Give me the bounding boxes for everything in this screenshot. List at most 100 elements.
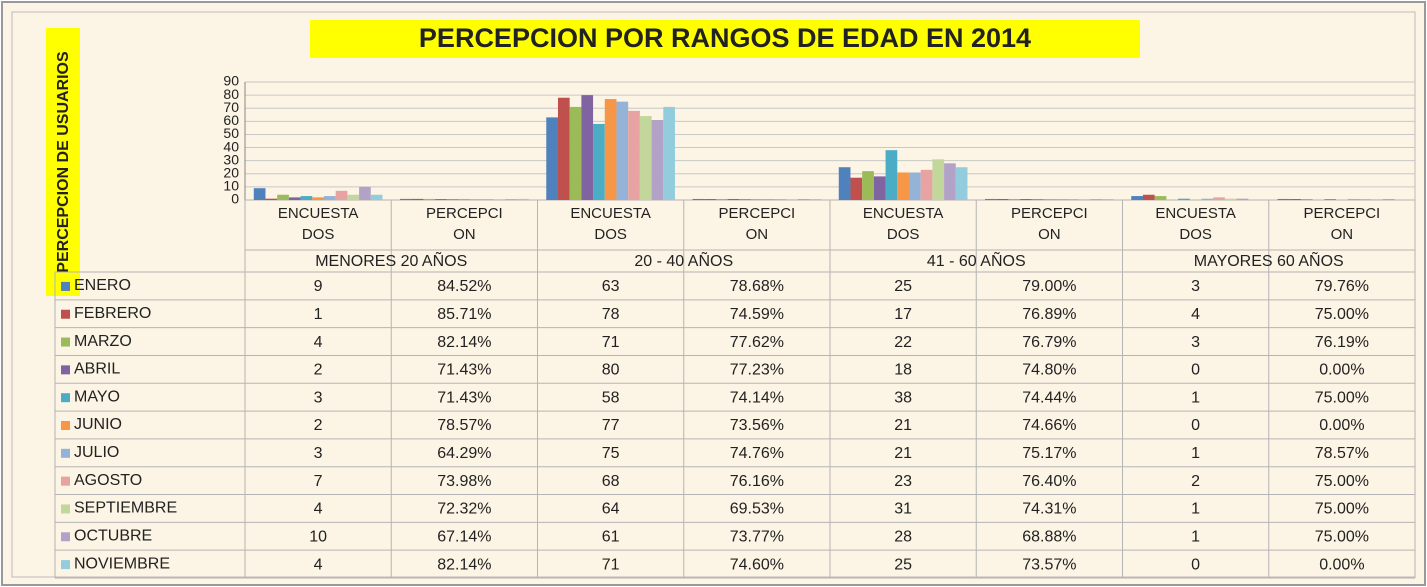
table-cell: 3 [314, 389, 323, 406]
table-cell: 84.52% [437, 278, 491, 295]
bar [955, 167, 968, 200]
table-cell: 22 [894, 334, 912, 351]
table-cell: 31 [894, 501, 912, 518]
y-tick-label: 70 [223, 99, 239, 115]
legend-label: MAYO [74, 388, 120, 405]
bar [797, 199, 810, 200]
table-cell: 7 [314, 473, 323, 490]
bar [359, 186, 371, 200]
bar [809, 199, 822, 200]
table-cell: 75.00% [1315, 389, 1369, 406]
bar [762, 199, 775, 200]
bar [300, 196, 313, 200]
chart-title: PERCEPCION POR RANGOS DE EDAD EN 2014 [419, 23, 1031, 53]
bar [481, 199, 494, 200]
table-cell: 0 [1191, 417, 1200, 434]
legend-label: ABRIL [74, 361, 120, 378]
legend-label: AGOSTO [74, 472, 142, 489]
table-cell: 75.00% [1315, 528, 1369, 545]
bar [569, 106, 582, 200]
table-cell: 71 [602, 556, 620, 573]
bar [862, 171, 874, 200]
y-tick-label: 0 [231, 191, 239, 207]
table-cell: 4 [314, 556, 323, 573]
bar [1078, 199, 1091, 200]
legend-swatch [61, 365, 70, 375]
table-cell: 21 [894, 445, 912, 462]
title-box [310, 20, 1140, 58]
table-cell: 77.23% [730, 362, 784, 379]
legend-label: OCTUBRE [74, 527, 152, 544]
bar [1031, 199, 1044, 200]
table-cell: 61 [602, 528, 620, 545]
x-tick-label-box: PERCEPCION [1011, 205, 1088, 243]
bar [1102, 199, 1114, 200]
bar [639, 116, 652, 200]
bar [581, 95, 594, 200]
y-axis-label: PERCEPCION DE USUARIOS [55, 51, 72, 273]
group-label: 20 - 40 AÑOS [634, 250, 733, 270]
legend-swatch [61, 448, 70, 458]
legend-swatch [61, 476, 70, 486]
legend-label: FEBRERO [74, 305, 151, 322]
bar [628, 110, 640, 200]
legend-swatch [61, 532, 70, 542]
legend-label: NOVIEMBRE [74, 555, 170, 572]
bar [932, 159, 945, 200]
bar [850, 177, 863, 200]
table-cell: 79.00% [1022, 278, 1076, 295]
table-cell: 69.53% [730, 501, 784, 518]
table-cell: 73.56% [730, 417, 784, 434]
table-cell: 58 [602, 389, 620, 406]
x-tick-label-box: ENCUESTADOS [570, 205, 651, 243]
bar [557, 97, 570, 200]
legend-label: SEPTIEMBRE [74, 500, 177, 517]
bar [663, 106, 675, 200]
table-cell: 1 [1191, 445, 1200, 462]
table-cell: 0 [1191, 362, 1200, 379]
table-cell: 18 [894, 362, 912, 379]
y-tick-label: 10 [223, 178, 239, 194]
bar [435, 199, 447, 200]
table-cell: 73.57% [1022, 556, 1076, 573]
x-tick-label: PERCEPCION [426, 205, 503, 243]
bar [786, 199, 798, 200]
x-tick-label-box: PERCEPCION [426, 205, 503, 243]
table-cell: 75.00% [1315, 501, 1369, 518]
bar [323, 196, 336, 200]
group-label: MENORES 20 AÑOS [315, 250, 467, 270]
legend-swatch [61, 337, 70, 347]
y-tick-label: 20 [223, 164, 239, 180]
x-tick-label-box: PERCEPCION [1304, 205, 1381, 243]
table-cell: 25 [894, 278, 912, 295]
bar [920, 169, 933, 200]
table-cell: 2 [314, 362, 323, 379]
table-cell: 74.59% [730, 306, 784, 323]
legend-label: MARZO [74, 333, 132, 350]
table-cell: 68.88% [1022, 528, 1076, 545]
group-label: 41 - 60 AÑOS [927, 250, 1026, 270]
group-label: MAYORES 60 AÑOS [1194, 250, 1344, 270]
bar [692, 198, 705, 200]
table-cell: 74.80% [1022, 362, 1076, 379]
bar [1224, 198, 1237, 200]
x-tick-label-box: ENCUESTADOS [278, 205, 359, 243]
table-cell: 64.29% [437, 445, 491, 462]
table-cell: 76.16% [730, 473, 784, 490]
table-cell: 3 [1191, 334, 1200, 351]
bar [265, 198, 278, 200]
legend-swatch [61, 421, 70, 430]
table-cell: 4 [314, 501, 323, 518]
table-cell: 79.76% [1315, 278, 1369, 295]
bar [885, 150, 898, 200]
table-cell: 1 [1191, 501, 1200, 518]
bar [458, 198, 471, 200]
table-cell: 73.77% [730, 528, 784, 545]
legend-swatch [61, 309, 70, 319]
bar [1382, 199, 1395, 200]
table-cell: 4 [314, 334, 323, 351]
legend-label: ENERO [74, 277, 131, 294]
table-cell: 1 [314, 306, 323, 323]
bar [1359, 199, 1372, 200]
